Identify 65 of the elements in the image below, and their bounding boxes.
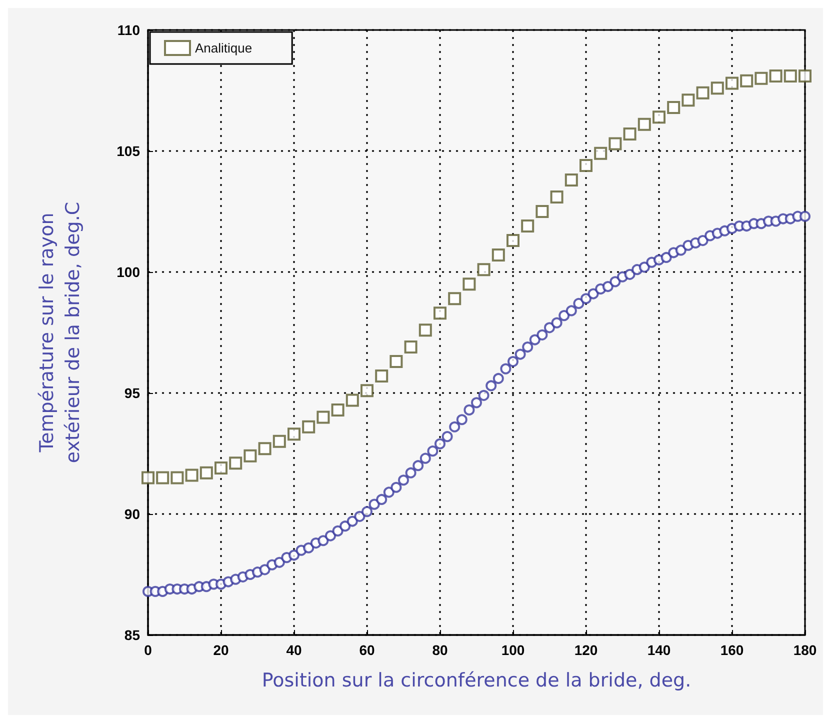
y-tick-label: 95 bbox=[124, 385, 140, 401]
x-tick-label: 60 bbox=[359, 642, 375, 658]
point bbox=[302, 420, 316, 434]
y-tick-label: 105 bbox=[116, 143, 140, 159]
point bbox=[667, 100, 680, 114]
x-tick-label: 20 bbox=[213, 642, 229, 658]
x-tick-label: 180 bbox=[793, 642, 817, 658]
y-tick-label: 100 bbox=[116, 264, 140, 280]
point bbox=[682, 94, 695, 107]
point bbox=[638, 118, 651, 131]
point bbox=[185, 468, 198, 482]
point bbox=[608, 137, 622, 150]
point bbox=[798, 69, 812, 82]
point bbox=[418, 324, 432, 337]
point bbox=[258, 442, 272, 456]
x-tick-label: 140 bbox=[647, 642, 671, 658]
point bbox=[316, 410, 330, 424]
y-tick-label: 85 bbox=[124, 627, 140, 643]
point bbox=[564, 174, 578, 187]
point bbox=[550, 190, 564, 204]
point bbox=[594, 146, 608, 160]
point bbox=[784, 69, 797, 82]
point bbox=[229, 456, 242, 470]
y-axis-title: Température sur le rayon extérieur de la bride, deg.C bbox=[36, 202, 84, 464]
point bbox=[214, 462, 228, 475]
x-tick-label: 100 bbox=[501, 642, 525, 658]
point bbox=[404, 340, 418, 354]
x-tick-label: 80 bbox=[432, 642, 448, 658]
x-axis-title: Position sur la circonférence de la bride, deg. bbox=[262, 670, 692, 692]
point bbox=[375, 370, 388, 383]
point bbox=[492, 248, 505, 262]
point bbox=[390, 355, 403, 368]
point bbox=[769, 69, 782, 82]
point bbox=[288, 428, 300, 441]
point bbox=[754, 72, 768, 85]
point bbox=[726, 76, 738, 90]
y-tick-label: 110 bbox=[117, 22, 140, 38]
x-tick-label: 160 bbox=[720, 642, 744, 658]
point bbox=[346, 394, 359, 407]
point bbox=[156, 471, 170, 484]
point bbox=[536, 205, 549, 218]
x-tick-label: 120 bbox=[574, 642, 598, 658]
point bbox=[521, 220, 534, 233]
point bbox=[696, 86, 710, 100]
point bbox=[170, 471, 184, 484]
point bbox=[200, 466, 213, 480]
point bbox=[448, 292, 462, 306]
legend-label: Analitique bbox=[195, 40, 252, 56]
point bbox=[506, 234, 520, 248]
point bbox=[740, 74, 754, 88]
point bbox=[434, 306, 446, 320]
point bbox=[462, 278, 476, 291]
point bbox=[244, 449, 257, 462]
x-tick-label: 40 bbox=[286, 642, 302, 658]
x-tick-label: 0 bbox=[144, 642, 152, 658]
point bbox=[623, 128, 636, 141]
point bbox=[580, 159, 592, 172]
point bbox=[360, 384, 374, 398]
point bbox=[652, 110, 666, 124]
point bbox=[477, 263, 490, 276]
point bbox=[272, 434, 286, 448]
point bbox=[142, 471, 154, 484]
point bbox=[331, 403, 344, 416]
y-tick-label: 90 bbox=[124, 506, 140, 522]
point bbox=[710, 82, 724, 95]
